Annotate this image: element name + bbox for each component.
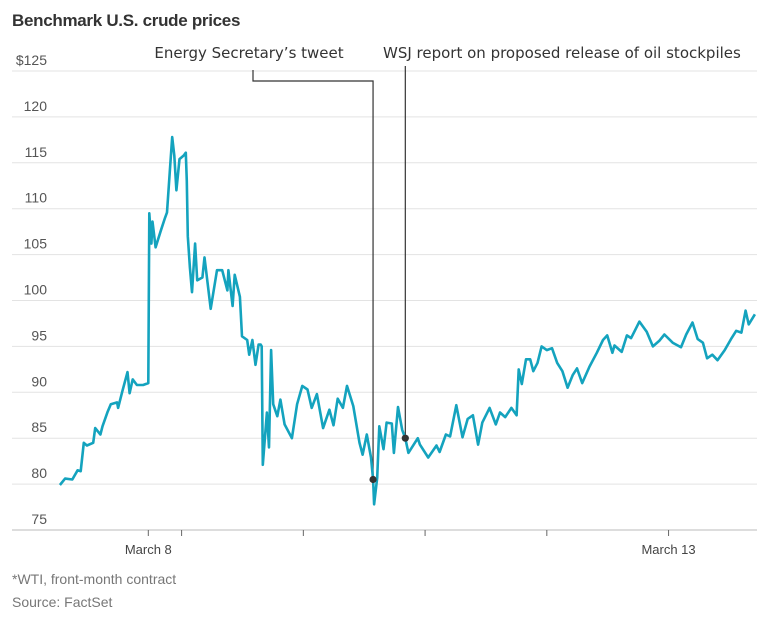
y-tick-label: 85 bbox=[31, 419, 47, 435]
y-tick-label: 105 bbox=[24, 236, 48, 252]
annotation-label-wsj: WSJ report on proposed release of oil st… bbox=[383, 44, 741, 62]
x-tick-label: March 13 bbox=[641, 542, 695, 557]
y-tick-label: 90 bbox=[31, 373, 47, 389]
y-tick-label: 75 bbox=[31, 511, 47, 527]
annotation-dots bbox=[369, 434, 409, 484]
y-tick-label: 95 bbox=[31, 327, 47, 343]
y-axis: $125 120 115 110 105 100 95 90 85 80 75 bbox=[16, 52, 47, 527]
annotation-dot-tweet bbox=[369, 475, 377, 484]
y-tick-label: 120 bbox=[24, 98, 48, 114]
y-tick-label: 100 bbox=[24, 282, 48, 298]
y-tick-label: 80 bbox=[31, 465, 47, 481]
x-axis: March 8 March 13 bbox=[125, 530, 696, 557]
y-tick-label: 115 bbox=[25, 144, 48, 160]
annotation-leader-tweet bbox=[252, 70, 374, 480]
y-tick-label: 110 bbox=[25, 190, 48, 206]
footnote: *WTI, front-month contract bbox=[12, 571, 176, 587]
gridlines bbox=[12, 70, 757, 531]
annotation-dot-wsj bbox=[401, 434, 409, 442]
annotations: Energy Secretary’s tweet WSJ report on pr… bbox=[154, 44, 741, 480]
y-tick-label: $125 bbox=[16, 52, 47, 68]
annotation-label-tweet: Energy Secretary’s tweet bbox=[154, 44, 343, 62]
source-note: Source: FactSet bbox=[12, 594, 112, 610]
price-series-line bbox=[58, 135, 757, 506]
chart-title: Benchmark U.S. crude prices bbox=[12, 11, 240, 30]
x-tick-label: March 8 bbox=[125, 542, 172, 557]
